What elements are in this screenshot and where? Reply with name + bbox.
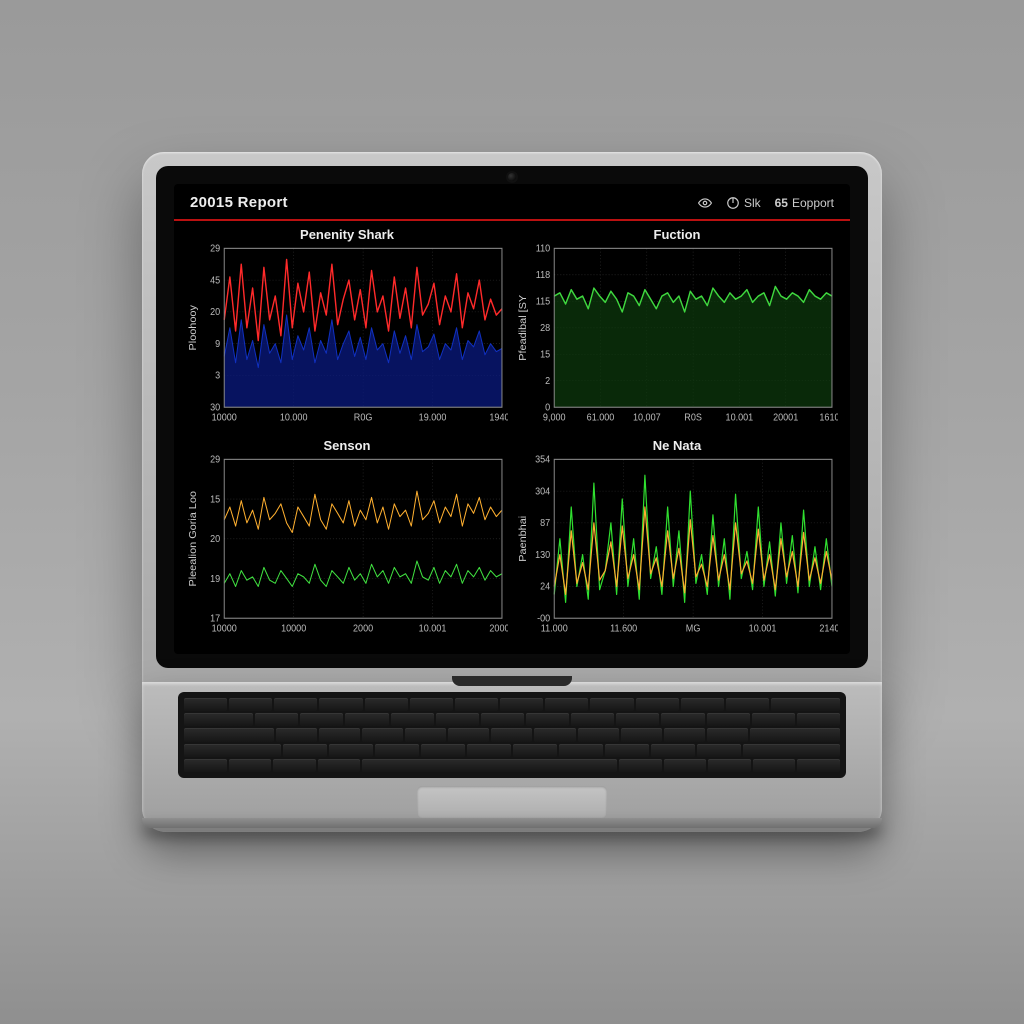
status-label: Eopport <box>792 196 834 210</box>
svg-text:20001: 20001 <box>773 411 798 422</box>
chart-title: Ne Nata <box>516 438 838 453</box>
chart-plot: 1101181152815209,00061.00010,007R0S10.00… <box>516 244 838 429</box>
svg-text:Ploohooy: Ploohooy <box>188 304 199 350</box>
svg-text:29: 29 <box>210 244 220 254</box>
svg-text:15: 15 <box>540 348 550 359</box>
svg-text:354: 354 <box>535 455 550 465</box>
svg-text:10000: 10000 <box>212 411 237 422</box>
status-indicator: 65 Eopport <box>775 196 834 210</box>
svg-text:9: 9 <box>215 338 220 349</box>
svg-text:28: 28 <box>540 322 550 333</box>
screen-content: 20015 Report Slk 65 Eopport <box>174 184 850 654</box>
svg-text:R0G: R0G <box>354 411 373 422</box>
status-value: 65 <box>775 196 788 210</box>
svg-text:15: 15 <box>210 493 220 504</box>
svg-text:10.001: 10.001 <box>726 411 754 422</box>
svg-text:29: 29 <box>210 455 220 465</box>
screen-bezel: 20015 Report Slk 65 Eopport <box>156 166 868 668</box>
keyboard <box>178 692 846 778</box>
svg-text:Pleealion Goria Loo: Pleealion Goria Loo <box>188 491 199 587</box>
laptop-deck <box>142 682 882 832</box>
svg-text:MG: MG <box>686 622 701 633</box>
page-title: 20015 Report <box>190 194 288 211</box>
svg-text:20001: 20001 <box>489 622 508 633</box>
svg-text:115: 115 <box>536 295 550 306</box>
panel-top-right: Fuction 1101181152815209,00061.00010,007… <box>516 227 838 430</box>
svg-text:24: 24 <box>540 580 550 591</box>
svg-text:11.000: 11.000 <box>541 622 568 633</box>
svg-text:87: 87 <box>540 517 550 528</box>
svg-text:10000: 10000 <box>212 622 237 633</box>
svg-text:20: 20 <box>210 533 220 544</box>
panel-bottom-right: Ne Nata 3543048713024-0011.00011.600MG10… <box>516 438 838 641</box>
laptop-frame: 20015 Report Slk 65 Eopport <box>142 152 882 832</box>
chart-title: Senson <box>186 438 508 453</box>
panel-bottom-left: Senson 29152019171000010000200010.001200… <box>186 438 508 641</box>
svg-text:3: 3 <box>215 369 220 380</box>
power-label: Slk <box>744 196 761 210</box>
svg-text:21401: 21401 <box>819 622 838 633</box>
svg-text:R0S: R0S <box>684 411 702 422</box>
svg-text:Pfeadibal [SY: Pfeadibal [SY <box>518 295 529 361</box>
laptop-lid: 20015 Report Slk 65 Eopport <box>142 152 882 686</box>
svg-text:10000: 10000 <box>281 622 306 633</box>
chart-plot: 29452093301000010.000R0G19.00019401Plooh… <box>186 244 508 429</box>
chart-title: Penenity Shark <box>186 227 508 242</box>
webcam-icon <box>508 173 516 181</box>
svg-text:10.001: 10.001 <box>419 622 447 633</box>
svg-text:10,007: 10,007 <box>633 411 661 422</box>
svg-text:19401: 19401 <box>489 411 508 422</box>
chart-title: Fuction <box>516 227 838 242</box>
laptop-foot <box>142 818 882 828</box>
chart-plot: 3543048713024-0011.00011.600MG10.0012140… <box>516 455 838 640</box>
eye-icon[interactable] <box>698 196 712 210</box>
svg-text:19: 19 <box>210 572 220 583</box>
panel-top-left: Penenity Shark 29452093301000010.000R0G1… <box>186 227 508 430</box>
hinge <box>452 676 572 686</box>
chart-grid: Penenity Shark 29452093301000010.000R0G1… <box>174 221 850 651</box>
top-bar: 20015 Report Slk 65 Eopport <box>174 184 850 221</box>
svg-text:61.000: 61.000 <box>587 411 615 422</box>
svg-text:2: 2 <box>545 375 550 386</box>
svg-text:10.000: 10.000 <box>280 411 308 422</box>
svg-text:10.001: 10.001 <box>749 622 777 633</box>
power-indicator[interactable]: Slk <box>726 196 761 210</box>
svg-text:11.600: 11.600 <box>610 622 637 633</box>
svg-text:16100: 16100 <box>819 411 838 422</box>
svg-text:20: 20 <box>210 306 220 317</box>
svg-text:45: 45 <box>210 274 220 285</box>
svg-text:118: 118 <box>536 269 550 280</box>
topbar-right: Slk 65 Eopport <box>698 196 834 210</box>
svg-text:304: 304 <box>535 485 550 496</box>
chart-plot: 29152019171000010000200010.00120001Pleea… <box>186 455 508 640</box>
svg-text:9,000: 9,000 <box>543 411 566 422</box>
svg-text:110: 110 <box>536 244 550 254</box>
svg-text:19.000: 19.000 <box>419 411 447 422</box>
svg-text:130: 130 <box>535 549 550 560</box>
svg-text:Paenbhai: Paenbhai <box>518 516 529 562</box>
svg-text:2000: 2000 <box>353 622 373 633</box>
trackpad <box>417 786 607 818</box>
